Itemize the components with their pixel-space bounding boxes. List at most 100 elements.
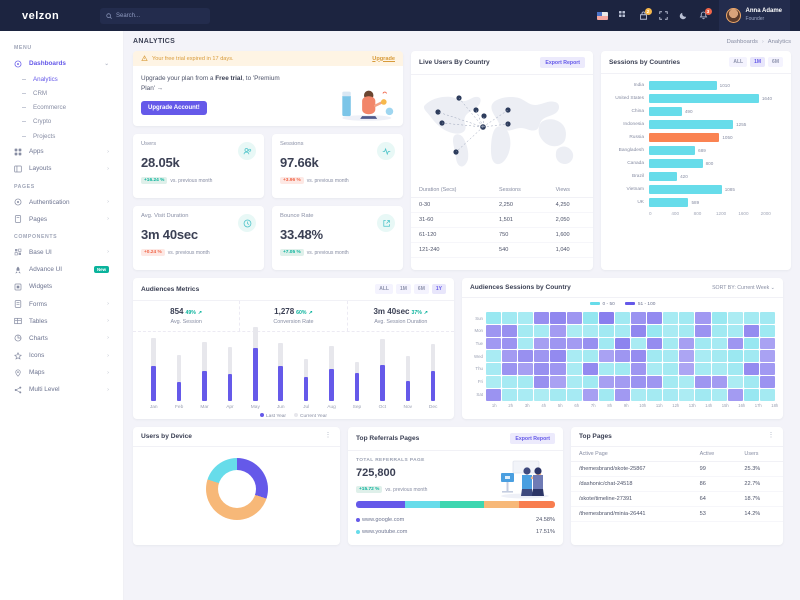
- heatmap-grid[interactable]: [486, 312, 775, 401]
- heatmap-cell[interactable]: [679, 324, 695, 337]
- heatmap-cell[interactable]: [759, 337, 775, 350]
- heatmap-cell[interactable]: [647, 363, 663, 375]
- heatmap-cell[interactable]: [502, 388, 518, 401]
- fullscreen-icon[interactable]: [658, 11, 668, 20]
- heatmap-cell[interactable]: [679, 312, 695, 324]
- heatmap-cell[interactable]: [727, 337, 743, 350]
- heatmap-cell[interactable]: [630, 337, 647, 350]
- segment[interactable]: [439, 501, 484, 508]
- user-profile-menu[interactable]: Anna Adame Founder: [718, 0, 790, 31]
- heatmap-cell[interactable]: [727, 350, 743, 363]
- heatmap-cell[interactable]: [663, 312, 679, 324]
- bar-current-year[interactable]: [278, 342, 283, 401]
- chip-1m[interactable]: 1M: [750, 57, 766, 67]
- heatmap-cell[interactable]: [566, 337, 582, 350]
- heatmap-cell[interactable]: [743, 312, 759, 324]
- sidebar-item-layouts[interactable]: Layouts ›: [0, 160, 123, 177]
- heatmap-cell[interactable]: [695, 363, 711, 375]
- heatmap-cell[interactable]: [486, 312, 502, 324]
- heatmap-cell[interactable]: [566, 375, 582, 388]
- sidebar-item-charts[interactable]: Charts ›: [0, 330, 123, 347]
- sidebar-item-apps[interactable]: Apps ›: [0, 143, 123, 160]
- heatmap-cell[interactable]: [598, 388, 614, 401]
- bar-current-year[interactable]: [380, 338, 385, 401]
- heatmap-cell[interactable]: [743, 375, 759, 388]
- heatmap-cell[interactable]: [550, 350, 566, 363]
- bar[interactable]: [649, 94, 759, 103]
- chip-1m[interactable]: 1M: [395, 284, 411, 294]
- heatmap-cell[interactable]: [630, 363, 647, 375]
- bar[interactable]: [649, 81, 717, 90]
- heatmap-cell[interactable]: [534, 375, 550, 388]
- breadcrumb-dashboards[interactable]: Dashboards: [726, 38, 758, 45]
- sidebar-item-forms[interactable]: Forms ›: [0, 295, 123, 312]
- bar-current-year[interactable]: [329, 345, 334, 401]
- moon-icon[interactable]: [679, 11, 688, 20]
- heatmap-cell[interactable]: [647, 324, 663, 337]
- heatmap-cell[interactable]: [518, 312, 534, 324]
- bar[interactable]: [649, 159, 703, 168]
- heatmap-cell[interactable]: [550, 337, 566, 350]
- segment[interactable]: [404, 501, 440, 508]
- chip-6m[interactable]: 6M: [413, 284, 429, 294]
- heatmap-cell[interactable]: [711, 312, 727, 324]
- heatmap-cell[interactable]: [582, 375, 598, 388]
- sidebar-item-projects[interactable]: Projects: [0, 129, 123, 143]
- heatmap-cell[interactable]: [534, 350, 550, 363]
- heatmap-cell[interactable]: [695, 324, 711, 337]
- heatmap-cell[interactable]: [598, 350, 614, 363]
- heatmap-cell[interactable]: [711, 324, 727, 337]
- export-report-button[interactable]: Export Report: [540, 57, 585, 68]
- bar-last-year[interactable]: [253, 348, 258, 401]
- heatmap-cell[interactable]: [598, 324, 614, 337]
- heatmap-cell[interactable]: [598, 337, 614, 350]
- heatmap-cell[interactable]: [711, 388, 727, 401]
- segment[interactable]: [519, 501, 555, 508]
- bar-last-year[interactable]: [176, 382, 182, 401]
- heatmap-cell[interactable]: [711, 350, 727, 363]
- heatmap-cell[interactable]: [518, 350, 534, 363]
- heatmap-cell[interactable]: [614, 388, 630, 401]
- cart-icon[interactable]: 2: [639, 8, 652, 20]
- heatmap-cell[interactable]: [711, 363, 727, 375]
- bar-current-year[interactable]: [253, 326, 258, 401]
- legend-item[interactable]: Current Year: [294, 413, 327, 419]
- heatmap-cell[interactable]: [630, 350, 647, 363]
- bar[interactable]: [649, 120, 734, 129]
- sidebar-item-authentication[interactable]: Authentication ›: [0, 194, 123, 211]
- heatmap-cell[interactable]: [486, 388, 502, 401]
- heatmap-cell[interactable]: [743, 388, 759, 401]
- sidebar-item-maps[interactable]: Maps ›: [0, 364, 123, 381]
- heatmap-cell[interactable]: [518, 375, 534, 388]
- heatmap-cell[interactable]: [647, 350, 663, 363]
- heatmap-cell[interactable]: [518, 388, 534, 401]
- legend-item[interactable]: 0 - 50: [589, 302, 615, 307]
- heatmap-cell[interactable]: [663, 388, 679, 401]
- heatmap-cell[interactable]: [727, 312, 743, 324]
- sidebar-item-dashboards[interactable]: Dashboards ⌄: [0, 55, 123, 72]
- bar[interactable]: [649, 107, 682, 116]
- cell-page-link[interactable]: /skote/timeline-27391: [571, 491, 692, 507]
- heatmap-cell[interactable]: [502, 375, 518, 388]
- heatmap-cell[interactable]: [663, 350, 679, 363]
- heatmap-cell[interactable]: [630, 312, 647, 324]
- heatmap-cell[interactable]: [614, 312, 630, 324]
- heatmap-cell[interactable]: [518, 337, 534, 350]
- heatmap-cell[interactable]: [759, 388, 775, 401]
- bar-current-year[interactable]: [405, 356, 411, 401]
- segment[interactable]: [356, 501, 405, 508]
- heatmap-cell[interactable]: [566, 388, 582, 401]
- bar-last-year[interactable]: [380, 364, 385, 401]
- bar-current-year[interactable]: [354, 361, 360, 401]
- heatmap-cell[interactable]: [582, 363, 598, 375]
- bar-last-year[interactable]: [227, 374, 233, 401]
- heatmap-cell[interactable]: [679, 337, 695, 350]
- heatmap-cell[interactable]: [711, 337, 727, 350]
- world-map[interactable]: [411, 75, 593, 183]
- heatmap-cell[interactable]: [679, 375, 695, 388]
- heatmap-cell[interactable]: [486, 324, 502, 337]
- heatmap-cell[interactable]: [630, 375, 647, 388]
- heatmap-cell[interactable]: [502, 312, 518, 324]
- heatmap-cell[interactable]: [727, 363, 743, 375]
- heatmap-cell[interactable]: [759, 324, 775, 337]
